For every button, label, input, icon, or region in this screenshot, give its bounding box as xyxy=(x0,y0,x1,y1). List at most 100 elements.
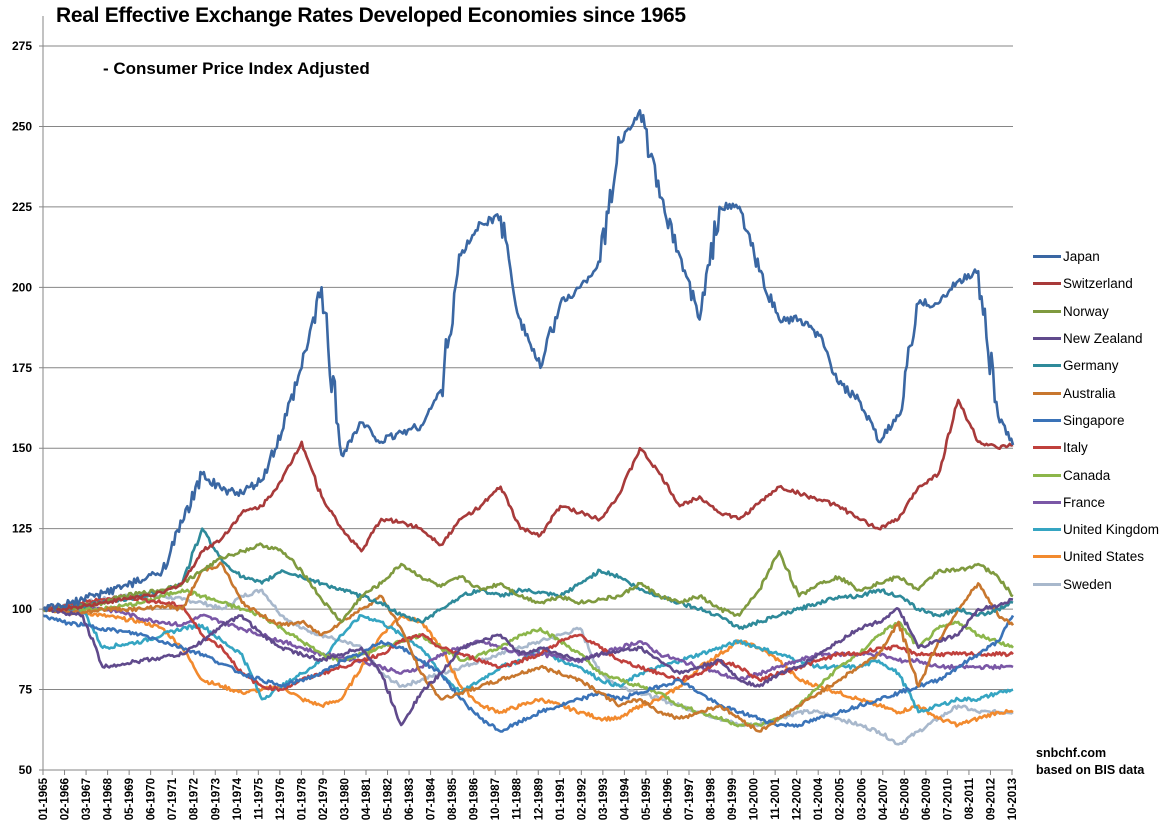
x-tick-label: 01-1991 xyxy=(555,777,567,820)
x-tick-label: 12-2002 xyxy=(792,778,804,820)
x-tick-label: 10-1974 xyxy=(232,777,244,820)
x-tick-label: 07-1971 xyxy=(167,777,179,820)
x-tick-label: 10-2000 xyxy=(749,778,761,820)
x-tick-label: 09-2012 xyxy=(985,778,997,820)
x-tick-label: 06-1983 xyxy=(404,778,416,820)
legend-swatch xyxy=(1033,309,1061,313)
y-tick-label: 250 xyxy=(12,119,32,133)
x-tick-label: 03-1980 xyxy=(339,778,351,820)
y-tick-label: 200 xyxy=(12,280,32,294)
legend-item-united-kingdom: United Kingdom xyxy=(1033,516,1159,543)
x-tick-label: 08-2011 xyxy=(964,777,976,819)
series-line-singapore xyxy=(42,614,1015,733)
x-tick-label: 02-2005 xyxy=(835,777,847,820)
legend-swatch xyxy=(1033,364,1061,368)
legend-item-japan: Japan xyxy=(1033,243,1159,270)
x-tick-label: 07-1997 xyxy=(684,778,696,820)
series-line-germany xyxy=(42,527,1014,631)
x-tick-label: 04-1968 xyxy=(103,777,115,820)
x-tick-label: 09-1986 xyxy=(469,778,481,820)
legend-label: United States xyxy=(1063,549,1145,565)
x-tick-label: 04-1981 xyxy=(361,777,373,820)
legend-item-france: France xyxy=(1033,489,1159,516)
series-line-italy xyxy=(42,594,1014,692)
legend-item-germany: Germany xyxy=(1033,352,1159,379)
x-axis-ticks: 01-1965 02-1966 03-1967 04-1968 05-1969 06-19… xyxy=(38,770,1019,820)
x-tick-label: 12-1976 xyxy=(275,778,287,820)
y-tick-label: 50 xyxy=(19,763,33,777)
legend-swatch xyxy=(1033,282,1061,286)
x-tick-label: 10-1987 xyxy=(490,778,502,820)
legend-swatch xyxy=(1033,473,1061,477)
legend-label: Singapore xyxy=(1063,412,1125,428)
x-tick-label: 01-2004 xyxy=(813,777,825,820)
chart-title: Real Effective Exchange Rates Developed … xyxy=(56,4,686,27)
x-tick-label: 09-1973 xyxy=(210,778,222,820)
legend-label: New Zealand xyxy=(1063,331,1143,347)
legend-label: Switzerland xyxy=(1063,276,1133,292)
y-tick-label: 100 xyxy=(12,602,32,616)
legend-swatch xyxy=(1033,255,1061,259)
legend-label: Norway xyxy=(1063,303,1109,319)
x-tick-label: 09-1999 xyxy=(727,778,739,820)
x-tick-label: 11-2001 xyxy=(770,777,782,819)
chart-subtitle: - Consumer Price Index Adjusted xyxy=(103,59,370,78)
x-tick-label: 06-1996 xyxy=(662,778,674,820)
x-tick-label: 08-1998 xyxy=(706,777,718,820)
series-line-canada xyxy=(42,588,1014,728)
x-tick-label: 12-1989 xyxy=(533,778,545,820)
x-tick-label: 07-1984 xyxy=(426,777,438,820)
x-tick-label: 04-1994 xyxy=(619,777,631,820)
legend-swatch xyxy=(1033,337,1061,341)
y-tick-label: 125 xyxy=(12,522,32,536)
x-tick-label: 05-2008 xyxy=(899,777,911,820)
legend-swatch xyxy=(1033,528,1061,532)
legend-item-sweden: Sweden xyxy=(1033,571,1159,598)
legend-item-norway: Norway xyxy=(1033,298,1159,325)
series-lines xyxy=(42,109,1015,746)
series-line-norway xyxy=(42,542,1014,624)
x-tick-label: 07-2010 xyxy=(942,778,954,820)
x-tick-label: 03-2006 xyxy=(856,778,868,820)
y-tick-label: 275 xyxy=(12,39,32,53)
legend-item-italy: Italy xyxy=(1033,434,1159,461)
legend-label: Canada xyxy=(1063,467,1111,483)
legend-item-united-states: United States xyxy=(1033,543,1159,570)
x-tick-label: 08-1985 xyxy=(447,777,459,820)
legend-item-australia: Australia xyxy=(1033,379,1159,406)
legend-item-singapore: Singapore xyxy=(1033,407,1159,434)
x-tick-label: 02-1992 xyxy=(576,778,588,820)
x-tick-label: 01-1965 xyxy=(38,777,50,820)
source-line: based on BIS data xyxy=(1036,763,1145,777)
series-line-united-states xyxy=(42,607,1014,728)
legend-swatch xyxy=(1033,555,1061,559)
legend-swatch xyxy=(1033,418,1061,422)
x-tick-label: 10-2013 xyxy=(1007,778,1019,820)
legend-swatch xyxy=(1033,500,1061,504)
legend-swatch xyxy=(1033,582,1061,586)
series-line-sweden xyxy=(42,588,1014,746)
legend-item-canada: Canada xyxy=(1033,461,1159,488)
legend-label: Sweden xyxy=(1063,576,1112,592)
x-tick-label: 08-1972 xyxy=(189,778,201,820)
source-note: snbchf.com based on BIS data xyxy=(1036,745,1144,779)
series-line-united-kingdom xyxy=(42,605,1014,714)
y-tick-label: 150 xyxy=(12,441,32,455)
series-line-japan xyxy=(42,109,1015,613)
legend-label: Germany xyxy=(1063,358,1119,374)
y-tick-label: 75 xyxy=(19,683,33,697)
legend: Japan Switzerland Norway New Zealand Germany… xyxy=(1033,243,1159,598)
x-tick-label: 11-1988 xyxy=(512,777,524,819)
x-tick-label: 05-1982 xyxy=(383,778,395,820)
legend-label: United Kingdom xyxy=(1063,522,1160,538)
series-line-switzerland xyxy=(42,398,1014,613)
x-tick-label: 05-1969 xyxy=(124,778,136,820)
x-tick-label: 01-1978 xyxy=(296,777,308,820)
legend-item-new-zealand: New Zealand xyxy=(1033,325,1159,352)
x-tick-label: 06-1970 xyxy=(146,778,158,820)
legend-swatch xyxy=(1033,391,1061,395)
x-tick-label: 05-1995 xyxy=(641,777,653,820)
legend-label: Italy xyxy=(1063,440,1088,456)
legend-item-switzerland: Switzerland xyxy=(1033,270,1159,297)
